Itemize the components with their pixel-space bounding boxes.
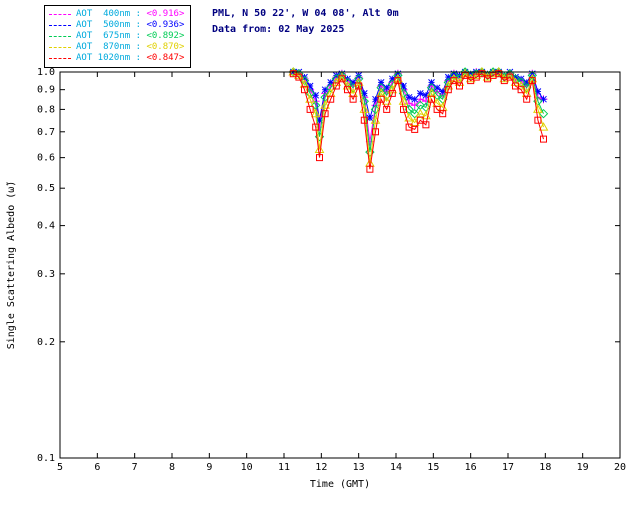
x-tick-label: 8 bbox=[169, 462, 175, 473]
x-tick-label: 14 bbox=[390, 462, 402, 473]
y-tick-label: 0.3 bbox=[37, 269, 55, 280]
plot-frame bbox=[59, 71, 621, 459]
x-tick-label: 6 bbox=[94, 462, 100, 473]
station-title: PML, N 50 22', W 04 08', Alt 0m bbox=[212, 8, 399, 19]
legend-line-sample bbox=[49, 36, 71, 37]
x-tick-label: 18 bbox=[539, 462, 551, 473]
legend-value: <0.870> bbox=[146, 42, 185, 52]
legend-row: AOT 675nm : <0.892> bbox=[49, 31, 184, 42]
x-tick-label: 10 bbox=[241, 462, 253, 473]
x-tick-label: 7 bbox=[132, 462, 138, 473]
legend-value: <0.936> bbox=[146, 20, 185, 30]
legend-label: AOT 500nm : bbox=[76, 20, 147, 30]
y-tick-label: 0.7 bbox=[37, 127, 55, 138]
x-tick-label: 11 bbox=[278, 462, 290, 473]
legend-value: <0.892> bbox=[146, 31, 185, 41]
x-tick-label: 15 bbox=[427, 462, 439, 473]
legend-label: AOT 400nm : bbox=[76, 9, 147, 19]
y-tick-label: 0.1 bbox=[37, 453, 55, 464]
legend-box: AOT 400nm : <0.916> AOT 500nm : <0.936> … bbox=[44, 5, 192, 68]
y-tick-label: 0.2 bbox=[37, 337, 55, 348]
y-tick-label: 0.8 bbox=[37, 104, 55, 115]
legend-line-sample bbox=[49, 58, 71, 59]
legend-label: AOT 870nm : bbox=[76, 42, 147, 52]
legend-line-sample bbox=[49, 14, 71, 15]
data-date: Data from: 02 May 2025 bbox=[212, 24, 345, 35]
legend-label: AOT 675nm : bbox=[76, 31, 147, 41]
legend-value: <0.916> bbox=[146, 9, 185, 19]
legend-row: AOT 870nm : <0.870> bbox=[49, 42, 184, 53]
legend-row: AOT 1020nm : <0.847> bbox=[49, 53, 184, 64]
legend-line-sample bbox=[49, 47, 71, 48]
y-axis-label: Single Scattering Albedo (ω̃) bbox=[5, 181, 17, 350]
x-tick-label: 19 bbox=[577, 462, 589, 473]
x-tick-label: 9 bbox=[206, 462, 212, 473]
x-tick-label: 5 bbox=[57, 462, 63, 473]
y-tick-label: 0.5 bbox=[37, 183, 55, 194]
legend-row: AOT 500nm : <0.936> bbox=[49, 20, 184, 31]
x-tick-label: 12 bbox=[315, 462, 327, 473]
y-tick-label: 0.6 bbox=[37, 153, 55, 164]
x-tick-label: 16 bbox=[465, 462, 477, 473]
x-axis-label: Time (GMT) bbox=[310, 479, 370, 490]
legend-line-sample bbox=[49, 25, 71, 26]
y-tick-label: 0.4 bbox=[37, 221, 55, 232]
x-tick-label: 13 bbox=[353, 462, 365, 473]
x-tick-label: 20 bbox=[614, 462, 626, 473]
series-aot-1020nm bbox=[289, 70, 547, 173]
x-tick-label: 17 bbox=[502, 462, 514, 473]
legend-row: AOT 400nm : <0.916> bbox=[49, 9, 184, 20]
legend-label: AOT 1020nm : bbox=[76, 53, 147, 63]
y-tick-label: 0.9 bbox=[37, 85, 55, 96]
y-tick-label: 1.0 bbox=[37, 67, 55, 78]
legend-value: <0.847> bbox=[146, 53, 185, 63]
